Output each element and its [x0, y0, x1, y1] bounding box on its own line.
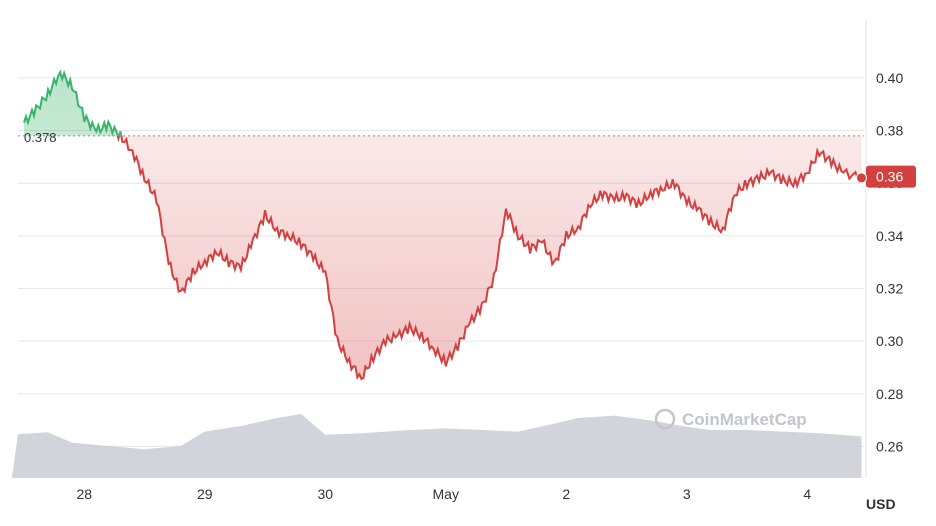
- y-tick-label: 0.32: [876, 280, 903, 296]
- volume-series: [11, 414, 862, 478]
- price-line: [23, 69, 863, 381]
- y-tick-label: 0.26: [876, 438, 903, 454]
- price-area: [24, 72, 862, 379]
- volume-area: [11, 414, 862, 478]
- x-tick-label: 28: [76, 486, 92, 502]
- current-price-badge: 0.36: [866, 165, 916, 188]
- current-price-label: 0.36: [876, 169, 903, 185]
- y-tick-label: 0.38: [876, 123, 903, 139]
- down-line: [112, 135, 863, 381]
- x-tick-label: 2: [562, 486, 570, 502]
- up-area: [24, 72, 862, 136]
- current-price-badge-bg: [866, 165, 916, 188]
- reference-label: 0.378: [24, 130, 57, 145]
- x-tick-label: 4: [803, 486, 811, 502]
- current-price-marker: [855, 172, 867, 184]
- x-tick-label: 30: [317, 486, 333, 502]
- watermark-text: CoinMarketCap: [682, 410, 807, 429]
- x-axis-ticks: 28 29 30 May 2 3 4: [76, 486, 811, 502]
- y-tick-label: 0.30: [876, 333, 903, 349]
- down-area: [117, 135, 862, 379]
- y-tick-label: 0.34: [876, 228, 903, 244]
- coinmarketcap-logo-icon: [654, 408, 676, 430]
- x-tick-label: 29: [197, 486, 213, 502]
- x-tick-label: 3: [683, 486, 691, 502]
- y-tick-label: 0.40: [876, 70, 903, 86]
- y-tick-label: 0.28: [876, 386, 903, 402]
- x-tick-label: May: [433, 486, 459, 502]
- currency-unit-label: USD: [866, 496, 896, 512]
- y-axis-ticks: 0.40 0.38 0.36 0.34 0.32 0.30 0.28 0.26: [876, 70, 903, 455]
- watermark: CoinMarketCap: [654, 408, 807, 430]
